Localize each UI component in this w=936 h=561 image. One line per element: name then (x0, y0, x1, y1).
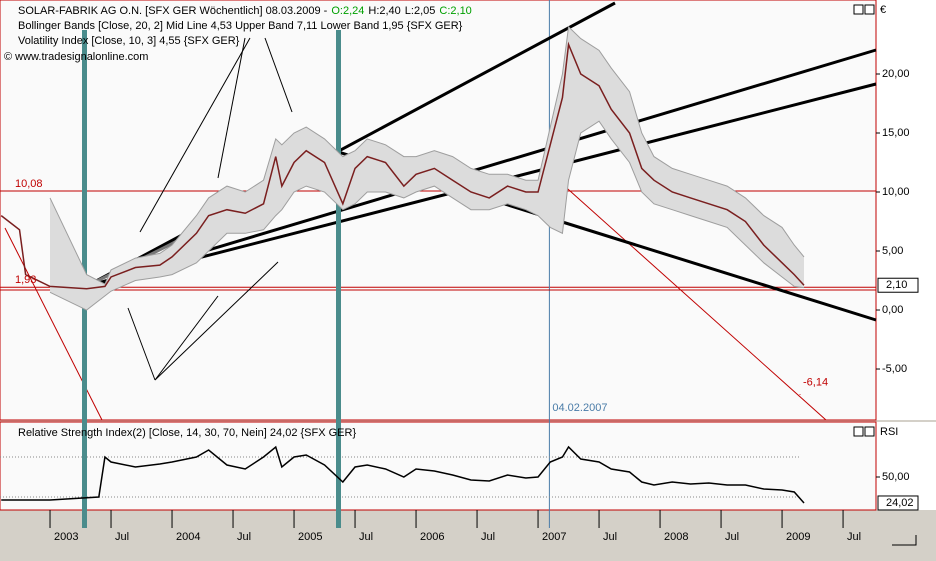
level-label: 1,93 (15, 274, 36, 286)
ohlc-value: O:2,24 (331, 5, 364, 17)
indicator-label: Volatility Index [Close, 10, 3] 4,55 {SF… (18, 35, 240, 47)
x-tick-label: 2008 (664, 531, 688, 543)
price-axis-panel (876, 0, 936, 420)
date-marker-label: 04.02.2007 (552, 402, 607, 414)
highlight-bar (336, 30, 341, 528)
x-tick-label: 2003 (54, 531, 78, 543)
axis-unit: € (880, 4, 886, 16)
x-tick-label: 2009 (786, 531, 810, 543)
rsi-axis-panel (876, 422, 936, 510)
arrow (139, 37, 251, 233)
trend-line (84, 48, 877, 289)
trend-line (84, 1, 616, 289)
series-line (49, 25, 805, 285)
y-tick-label: 50,00 (882, 471, 910, 483)
x-tick-label: Jul (603, 531, 617, 543)
x-tick-label: 2004 (176, 531, 200, 543)
ohlc-value: L:2,05 (405, 5, 436, 17)
y-tick-label: 20,00 (882, 68, 910, 80)
text-layer: 20,00 15,00 10,00 5,00 0,00 -5,00 €10,08 1,93 2,… (4, 4, 914, 543)
x-tick-label: 2005 (298, 531, 322, 543)
arrow (127, 307, 156, 381)
last-value-label: 24,02 (886, 497, 914, 509)
last-value-label: 2,10 (886, 279, 907, 291)
x-tick-label: Jul (237, 531, 251, 543)
arrow (217, 37, 246, 179)
window-button[interactable] (864, 4, 875, 15)
ohlc-value: H:2,40 (368, 5, 400, 17)
arrow (154, 261, 279, 381)
x-tick-label: 2007 (542, 531, 566, 543)
y-tick-label: 10,00 (882, 186, 910, 198)
series-line (49, 120, 805, 311)
chart-title: SOLAR-FABRIK AG O.N. [SFX GER Wöchentlic… (18, 5, 328, 17)
band-area (50, 26, 805, 311)
x-tick-label: Jul (115, 531, 129, 543)
indicator-label: Bollinger Bands [Close, 20, 2] Mid Line … (18, 20, 463, 32)
y-tick-label: -5,00 (882, 363, 907, 375)
red-trend (559, 181, 827, 421)
chart-title: Relative Strength Index(2) [Close, 14, 3… (18, 427, 356, 439)
resize-icon[interactable] (892, 535, 917, 546)
arrow (264, 37, 293, 113)
x-tick-label: Jul (481, 531, 495, 543)
y-tick-label: 15,00 (882, 127, 910, 139)
x-tick-label: Jul (847, 531, 861, 543)
drawings (0, 1, 917, 546)
arrow (154, 295, 219, 381)
data-layer (0, 25, 919, 511)
y-tick-label: 5,00 (882, 245, 903, 257)
series-line (1, 445, 805, 504)
projection-label: -6,14 (803, 376, 828, 388)
price-frame (0, 0, 877, 421)
last-value-box (877, 277, 919, 293)
window-button[interactable] (853, 426, 864, 437)
window-button[interactable] (864, 426, 875, 437)
last-value-box (877, 495, 919, 511)
series-line (0, 41, 805, 290)
level-label: 10,08 (15, 178, 43, 190)
projection-point (799, 393, 801, 395)
rsi-frame (0, 421, 877, 511)
x-tick-label: Jul (359, 531, 373, 543)
axis-unit: RSI (880, 426, 898, 438)
copyright: © www.tradesignalonline.com (4, 51, 148, 63)
x-tick-label: Jul (725, 531, 739, 543)
ohlc-value: C:2,10 (439, 5, 471, 17)
window-button[interactable] (853, 4, 864, 15)
x-tick-label: 2006 (420, 531, 444, 543)
y-tick-label: 0,00 (882, 304, 903, 316)
